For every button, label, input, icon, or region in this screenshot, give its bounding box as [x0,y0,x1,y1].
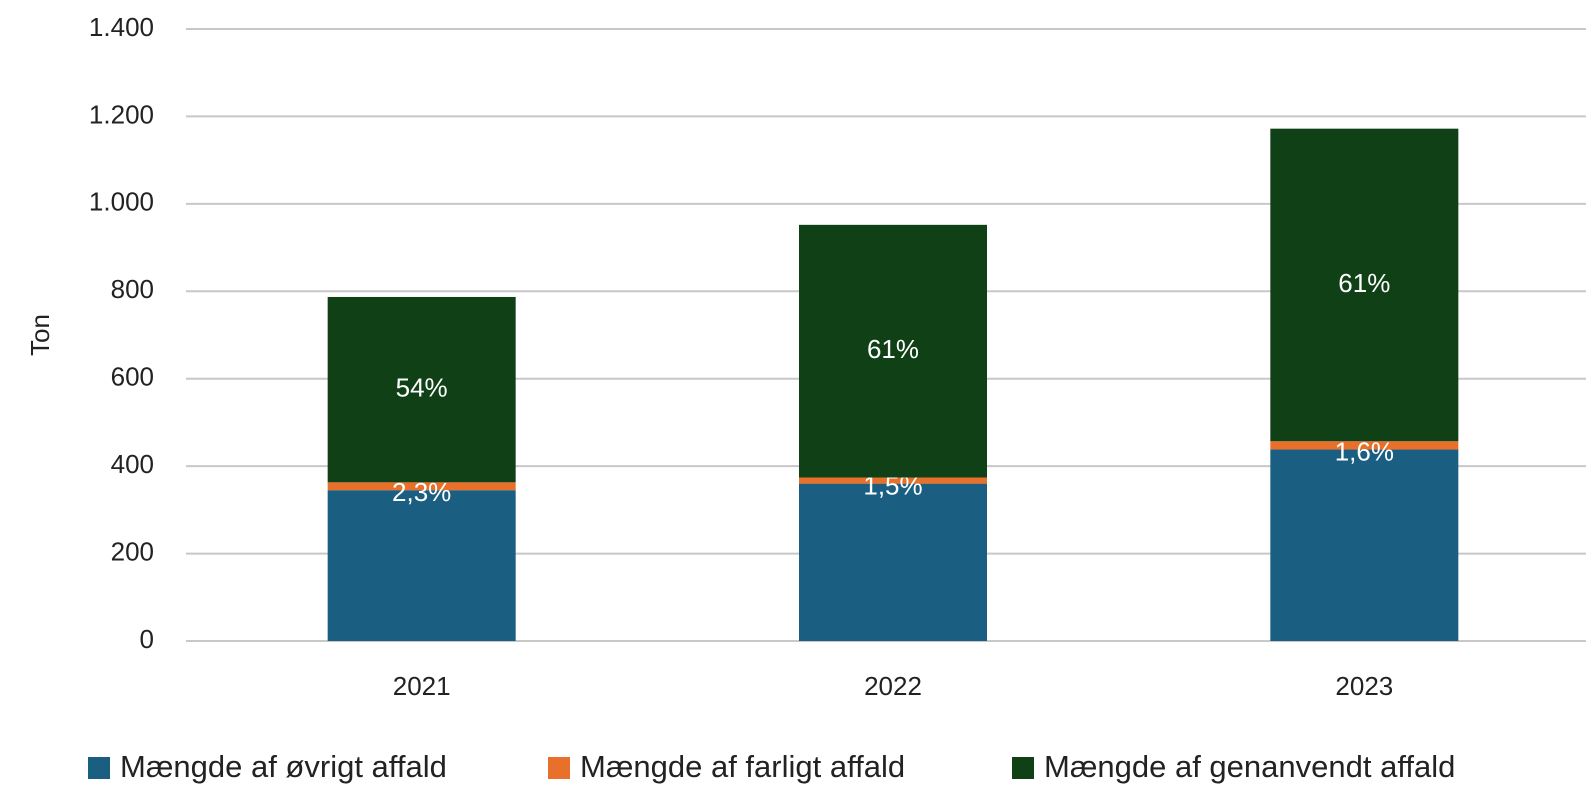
x-tick-label: 2022 [864,671,922,701]
y-tick-label: 1.000 [89,187,154,217]
y-tick-label: 400 [111,449,154,479]
x-tick-label: 2023 [1335,671,1393,701]
y-tick-label: 800 [111,274,154,304]
legend-label: Mængde af øvrigt affald [120,749,447,784]
data-label: 54% [396,373,448,403]
legend-swatch [548,757,570,779]
legend-swatch [1012,757,1034,779]
bar-segment [327,490,516,641]
legend-label: Mængde af genanvendt affald [1044,749,1455,784]
y-tick-label: 200 [111,536,154,566]
legend-label: Mængde af farligt affald [580,749,905,784]
bar-segment [1270,449,1459,641]
bar-segment [327,296,516,483]
bar-segment [799,477,987,484]
x-tick-label: 2021 [393,671,451,701]
bar-segment [327,482,516,491]
legend-swatch [88,757,110,779]
y-tick-label: 0 [140,624,154,654]
y-axis-label: Ton [25,314,55,356]
bar-segment [799,224,987,478]
bar-segment [799,483,987,641]
y-tick-label: 1.400 [89,12,154,42]
y-tick-label: 1.200 [89,99,154,129]
data-label: 1,6% [1335,436,1394,466]
y-tick-label: 600 [111,362,154,392]
data-label: 61% [1338,268,1390,298]
data-label: 61% [867,334,919,364]
bar-segment [1270,441,1459,450]
bar-segment [1270,128,1459,442]
